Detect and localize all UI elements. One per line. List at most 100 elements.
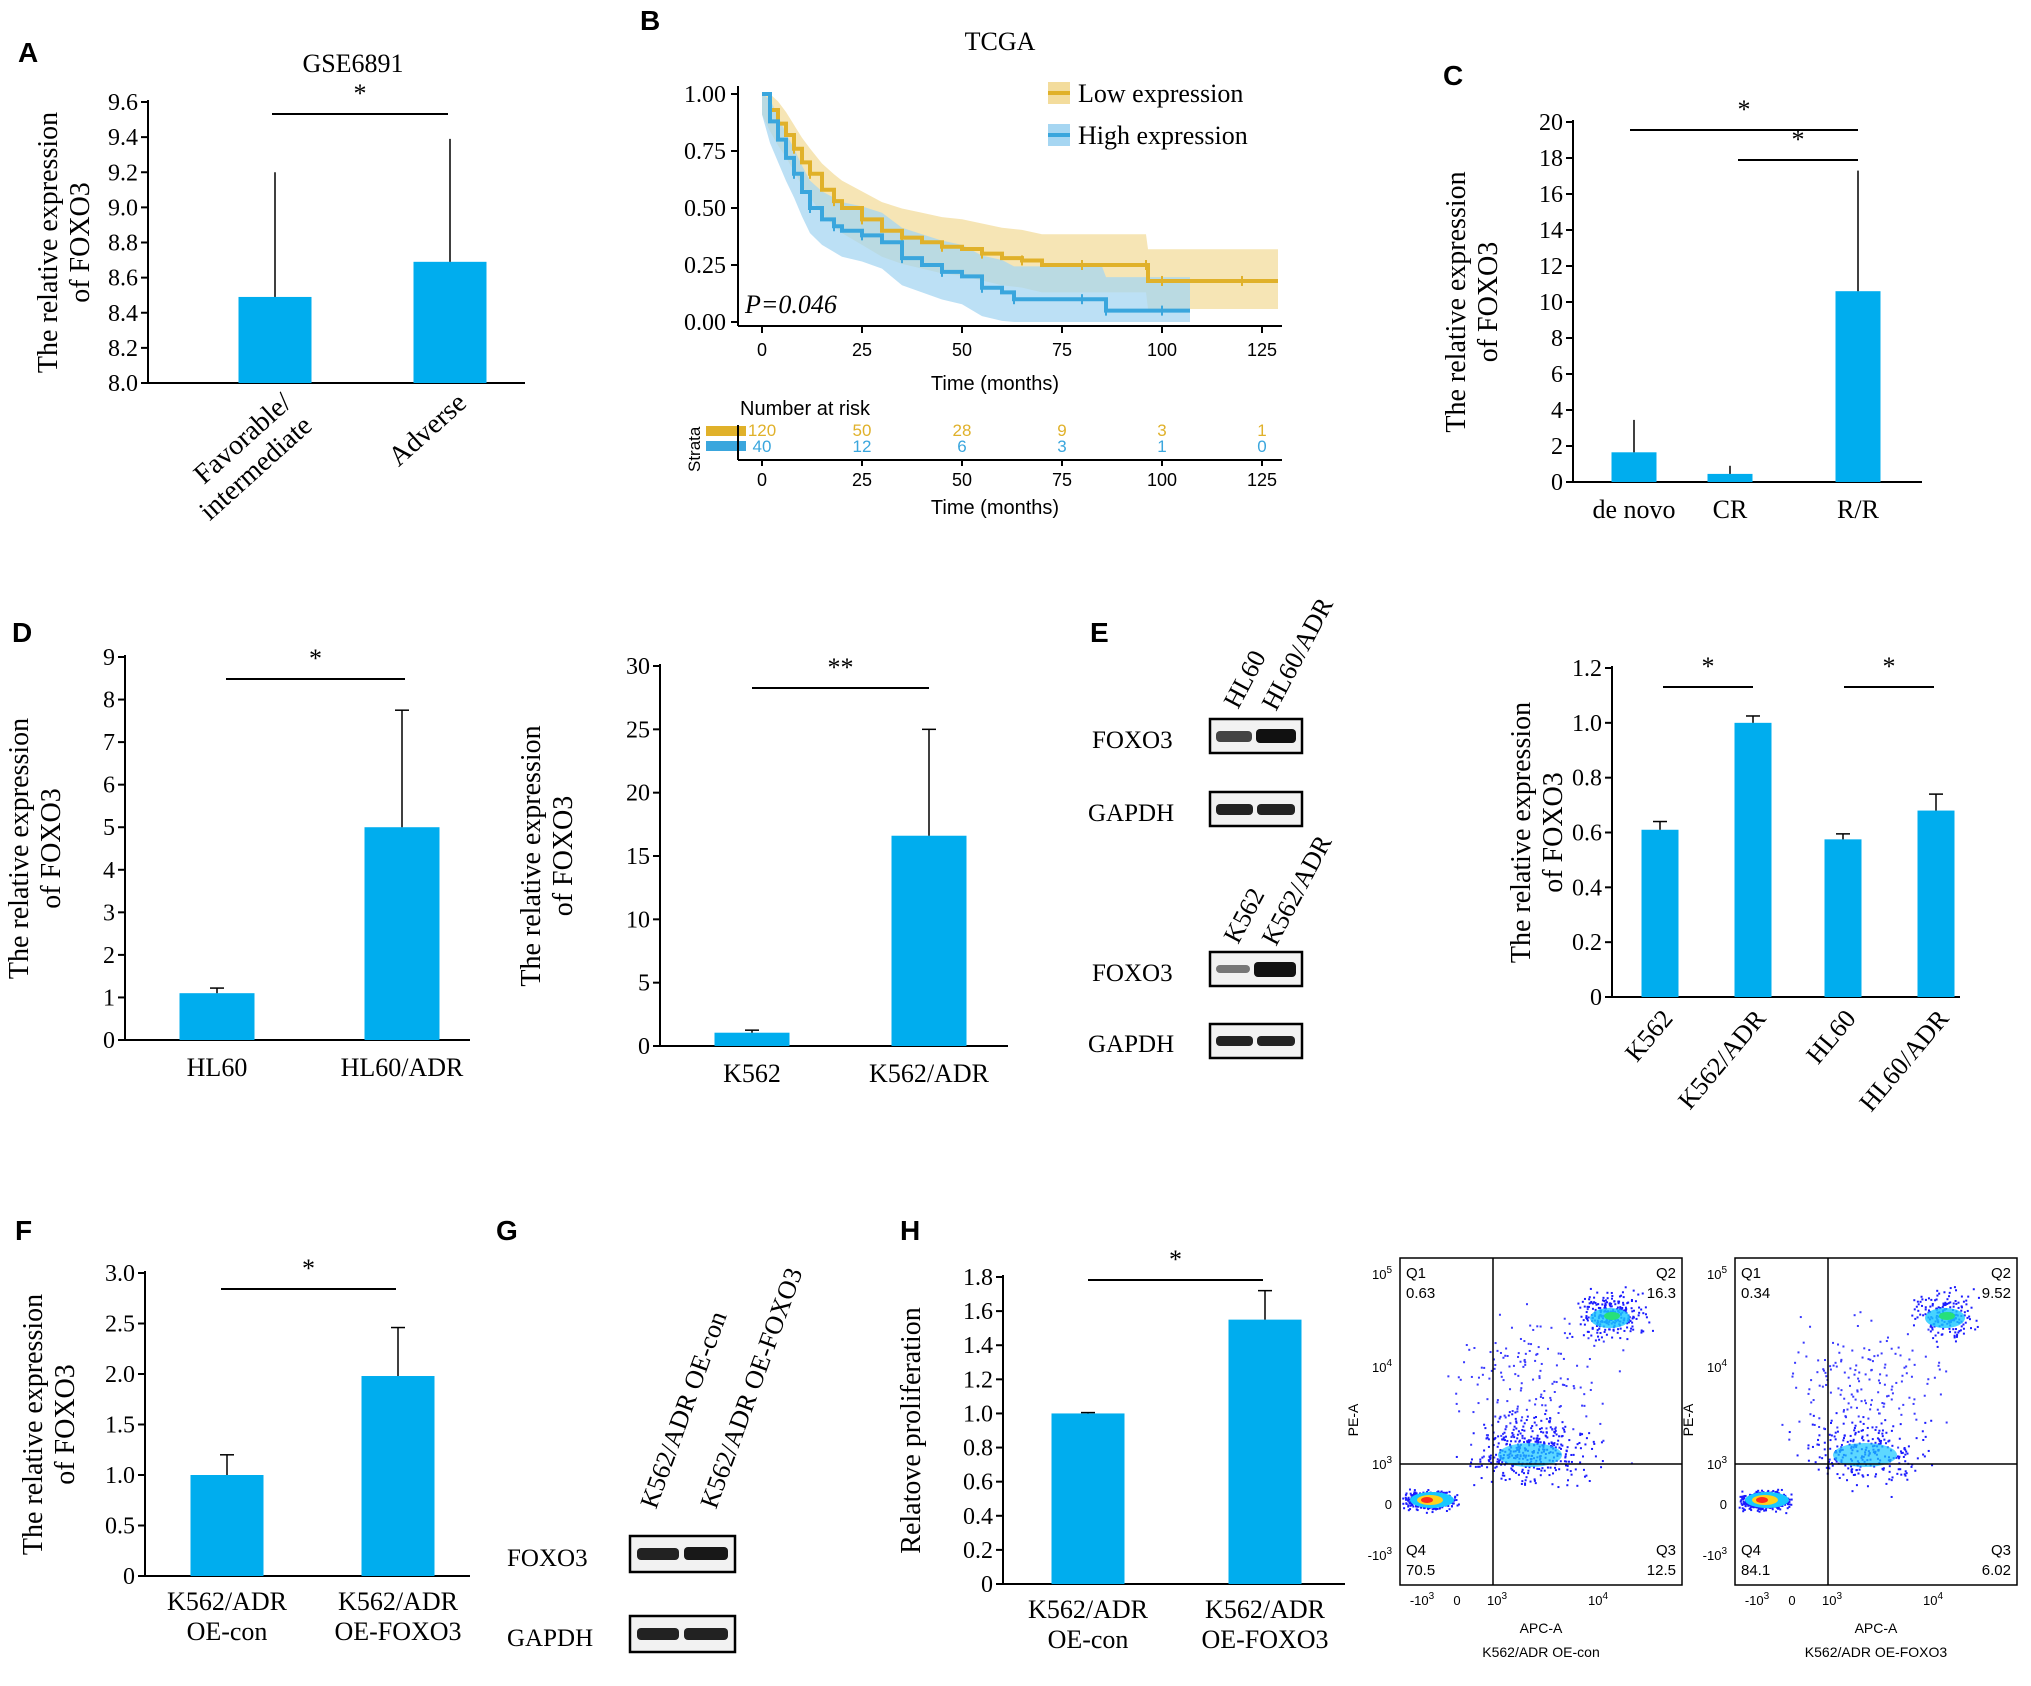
event-dot bbox=[1509, 1388, 1512, 1391]
event-dot bbox=[1487, 1445, 1490, 1448]
event-dot bbox=[1877, 1379, 1880, 1382]
event-dot bbox=[1920, 1295, 1923, 1298]
event-dot bbox=[1906, 1478, 1909, 1481]
event-dot bbox=[1502, 1471, 1505, 1474]
event-dot bbox=[1944, 1301, 1947, 1304]
y-tick-label: 2.5 bbox=[105, 1312, 135, 1338]
event-dot bbox=[1557, 1352, 1560, 1355]
y-tick-label: 10 bbox=[626, 907, 650, 933]
event-dot bbox=[1963, 1314, 1966, 1317]
event-dot bbox=[1891, 1444, 1894, 1447]
event-dot bbox=[1535, 1440, 1538, 1443]
event-dot bbox=[1520, 1387, 1523, 1390]
event-dot bbox=[1902, 1403, 1905, 1406]
event-dot bbox=[1472, 1411, 1475, 1414]
event-dot bbox=[1539, 1395, 1542, 1398]
event-dot bbox=[1622, 1349, 1625, 1352]
event-dot bbox=[1861, 1437, 1864, 1440]
event-dot bbox=[1493, 1456, 1496, 1459]
event-dot bbox=[1502, 1432, 1505, 1435]
event-dot bbox=[1854, 1433, 1857, 1436]
y-tick-label: 1.0 bbox=[963, 1401, 993, 1427]
y-tick-label: 5 bbox=[103, 815, 115, 841]
event-dot bbox=[1853, 1427, 1856, 1430]
bar bbox=[714, 1032, 790, 1046]
event-dot bbox=[1574, 1468, 1577, 1471]
y-tick-label: 9.4 bbox=[108, 125, 138, 151]
event-dot bbox=[1862, 1439, 1865, 1442]
event-dot bbox=[1542, 1396, 1545, 1399]
bar bbox=[1228, 1319, 1302, 1584]
event-dot bbox=[1855, 1484, 1858, 1487]
event-dot bbox=[1790, 1498, 1793, 1501]
event-dot bbox=[1508, 1411, 1511, 1414]
event-dot bbox=[1818, 1417, 1821, 1420]
chart-title: GSE6891 bbox=[302, 49, 403, 78]
event-dot bbox=[1516, 1405, 1519, 1408]
event-dot bbox=[1517, 1430, 1520, 1433]
x-tick-label-line: K562/ADR bbox=[1028, 1595, 1149, 1624]
event-dot bbox=[1510, 1326, 1513, 1329]
event-dot bbox=[1924, 1306, 1927, 1309]
event-dot bbox=[1523, 1437, 1526, 1440]
event-dot bbox=[1553, 1430, 1556, 1433]
event-dot bbox=[1818, 1456, 1821, 1459]
significance-marker: * bbox=[1702, 652, 1715, 681]
event-dot bbox=[1631, 1321, 1634, 1324]
event-dot bbox=[1870, 1319, 1873, 1322]
x-tick-exponent: 3 bbox=[1836, 1591, 1842, 1602]
event-dot bbox=[1836, 1473, 1839, 1476]
event-dot bbox=[1922, 1438, 1925, 1441]
event-dot bbox=[1788, 1498, 1791, 1501]
event-dot bbox=[1835, 1365, 1838, 1368]
event-dot bbox=[1896, 1472, 1899, 1475]
event-dot bbox=[1745, 1503, 1748, 1506]
risk-x-tick-label: 100 bbox=[1147, 470, 1177, 490]
risk-x-tick-label: 25 bbox=[852, 470, 872, 490]
event-dot bbox=[1537, 1439, 1540, 1442]
event-dot bbox=[1588, 1298, 1591, 1301]
event-dot bbox=[1790, 1503, 1793, 1506]
event-dot bbox=[1642, 1312, 1645, 1315]
event-dot bbox=[1498, 1313, 1501, 1316]
event-dot bbox=[1504, 1416, 1507, 1419]
event-dot bbox=[1757, 1507, 1760, 1510]
event-dot bbox=[1496, 1460, 1499, 1463]
event-dot bbox=[1536, 1352, 1539, 1355]
event-dot bbox=[1828, 1467, 1831, 1470]
y-axis-label-line: of FOXO3 bbox=[548, 796, 579, 917]
event-dot bbox=[1531, 1430, 1534, 1433]
event-dot bbox=[1557, 1411, 1560, 1414]
panel-letter-d: D bbox=[12, 617, 32, 648]
event-dot bbox=[1830, 1434, 1833, 1437]
event-dot bbox=[1927, 1328, 1930, 1331]
event-dot bbox=[1494, 1364, 1497, 1367]
event-dot bbox=[1498, 1459, 1501, 1462]
event-dot bbox=[1457, 1503, 1460, 1506]
event-dot bbox=[1794, 1361, 1797, 1364]
event-dot bbox=[1630, 1299, 1633, 1302]
event-dot bbox=[1517, 1374, 1520, 1377]
event-dot bbox=[1884, 1419, 1887, 1422]
event-dot bbox=[1453, 1499, 1456, 1502]
event-dot bbox=[1577, 1302, 1580, 1305]
event-dot bbox=[1516, 1407, 1519, 1410]
event-dot bbox=[1835, 1460, 1838, 1463]
event-dot bbox=[1535, 1416, 1538, 1419]
event-dot bbox=[1960, 1295, 1963, 1298]
event-dot bbox=[1479, 1458, 1482, 1461]
event-dot bbox=[1487, 1438, 1490, 1441]
event-dot bbox=[1831, 1462, 1834, 1465]
event-dot bbox=[1875, 1426, 1878, 1429]
risk-table-title: Number at risk bbox=[740, 398, 871, 420]
bar bbox=[891, 835, 967, 1046]
event-dot bbox=[1953, 1336, 1956, 1339]
event-dot bbox=[1952, 1305, 1955, 1308]
event-dot bbox=[1546, 1466, 1549, 1469]
event-dot bbox=[1879, 1439, 1882, 1442]
event-dot bbox=[1496, 1399, 1499, 1402]
event-dot bbox=[1523, 1422, 1526, 1425]
event-dot bbox=[1502, 1379, 1505, 1382]
event-dot bbox=[1739, 1495, 1742, 1498]
event-dot bbox=[1787, 1501, 1790, 1504]
